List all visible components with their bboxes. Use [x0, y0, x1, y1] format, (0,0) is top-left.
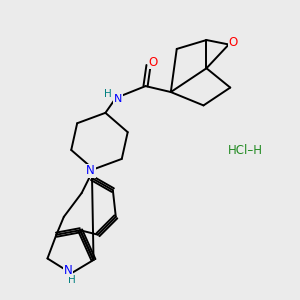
- Text: O: O: [229, 37, 238, 50]
- Text: N: N: [86, 164, 95, 177]
- Text: O: O: [148, 56, 158, 69]
- Text: N: N: [64, 264, 73, 277]
- Text: H: H: [68, 275, 76, 285]
- Text: H: H: [103, 89, 111, 99]
- Text: HCl–H: HCl–H: [228, 143, 262, 157]
- Text: N: N: [114, 94, 122, 104]
